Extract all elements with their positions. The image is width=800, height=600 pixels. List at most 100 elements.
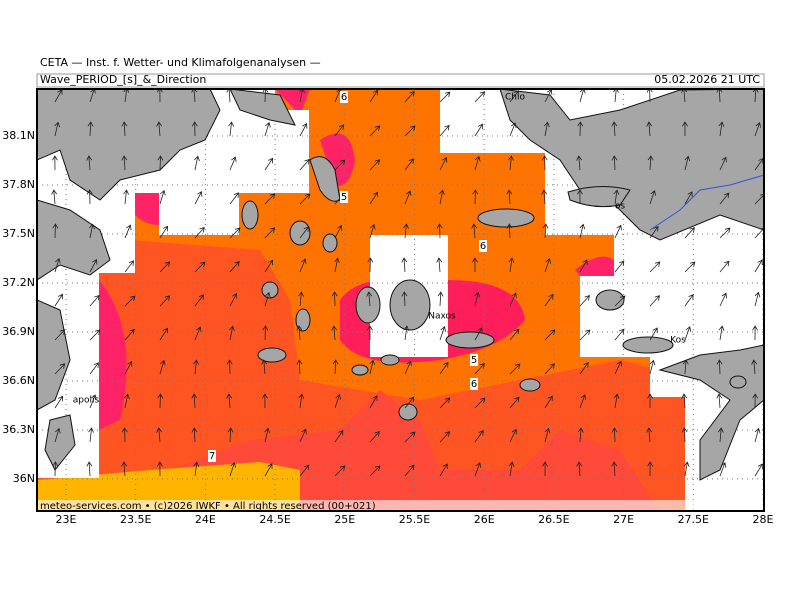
direction-arrow <box>226 89 233 103</box>
direction-arrow <box>439 463 448 477</box>
direction-arrow <box>544 293 554 307</box>
lon-label: 27E <box>613 513 634 526</box>
lon-label: 27.5E <box>678 513 709 526</box>
direction-arrow <box>334 394 341 409</box>
land-attica <box>37 89 221 201</box>
direction-arrow <box>754 122 762 137</box>
direction-arrow <box>194 294 204 307</box>
direction-arrow <box>89 329 101 341</box>
direction-arrow <box>716 393 723 409</box>
period-band <box>575 256 614 276</box>
direction-arrow <box>89 394 97 409</box>
direction-arrow <box>264 463 273 477</box>
island-paros <box>355 286 381 324</box>
direction-arrow <box>649 190 657 205</box>
direction-arrow <box>544 258 551 273</box>
island-ikaria <box>477 208 535 228</box>
direction-arrow <box>752 89 759 103</box>
direction-arrow <box>51 189 58 205</box>
direction-arrow <box>684 191 693 205</box>
direction-arrow <box>296 359 303 375</box>
direction-arrow <box>611 427 618 443</box>
direction-arrow <box>367 257 374 273</box>
direction-arrow <box>159 261 171 273</box>
direction-arrow <box>261 359 268 375</box>
direction-arrow <box>296 325 303 341</box>
direction-arrow <box>577 189 583 205</box>
direction-arrow <box>716 89 723 103</box>
land-peloponnese <box>37 199 111 281</box>
island <box>519 378 541 392</box>
direction-arrow <box>474 91 486 103</box>
direction-arrow <box>229 156 237 171</box>
contour-label: 6 <box>341 92 347 103</box>
direction-arrow <box>439 91 451 103</box>
direction-arrow <box>404 360 412 375</box>
lon-label: 26.5E <box>538 513 569 526</box>
direction-arrow <box>334 224 343 239</box>
direction-arrow <box>264 291 271 307</box>
direction-arrow <box>159 189 166 205</box>
direction-arrow <box>54 257 61 273</box>
direction-arrow <box>194 155 200 171</box>
contour-label-bg <box>470 354 478 366</box>
lon-label: 25.5E <box>399 513 430 526</box>
direction-arrow <box>264 427 271 443</box>
direction-arrow <box>52 223 59 239</box>
direction-arrow <box>89 362 99 375</box>
direction-arrow <box>89 223 95 239</box>
direction-arrow <box>264 121 271 137</box>
direction-arrow <box>719 292 727 307</box>
direction-arrow <box>647 393 653 409</box>
direction-arrow <box>474 397 486 409</box>
direction-arrow <box>157 155 164 171</box>
direction-arrow <box>89 294 100 307</box>
direction-arrow <box>159 327 169 341</box>
direction-arrow <box>649 261 661 273</box>
direction-arrow <box>436 223 443 239</box>
direction-arrow <box>508 155 514 171</box>
island <box>380 354 400 366</box>
direction-arrow <box>299 193 311 205</box>
direction-arrow <box>719 192 730 205</box>
direction-arrow <box>262 89 269 103</box>
direction-arrow <box>332 359 339 375</box>
direction-arrow <box>754 463 763 477</box>
direction-arrow <box>229 260 240 273</box>
direction-arrow <box>577 427 584 443</box>
direction-arrow <box>299 428 307 443</box>
direction-arrow <box>541 189 548 205</box>
direction-arrow <box>299 89 305 103</box>
direction-arrow <box>613 89 619 103</box>
map-date: 05.02.2026 21 UTC <box>654 73 760 86</box>
direction-arrow <box>121 461 128 477</box>
lon-label: 25E <box>334 513 355 526</box>
direction-arrow <box>474 291 481 307</box>
island <box>351 364 369 376</box>
direction-arrow <box>577 121 584 137</box>
direction-arrow <box>121 155 128 171</box>
direction-arrow <box>226 393 233 409</box>
direction-arrow <box>509 90 519 103</box>
direction-arrow <box>298 393 305 409</box>
direction-arrow <box>646 427 653 443</box>
direction-arrow <box>439 124 450 137</box>
direction-arrow <box>509 292 517 307</box>
direction-arrow <box>614 224 622 239</box>
direction-arrow <box>506 223 513 239</box>
direction-arrow <box>124 260 135 273</box>
direction-arrow <box>194 226 205 239</box>
direction-arrow <box>439 397 451 409</box>
direction-arrow <box>54 121 61 137</box>
direction-arrow <box>156 461 163 477</box>
direction-arrow <box>439 361 449 375</box>
direction-arrow <box>369 431 380 443</box>
direction-arrow <box>229 227 241 239</box>
footer: meteo-services.com • (c)2026 IWKF • All … <box>40 501 376 512</box>
direction-arrow <box>544 395 553 409</box>
direction-arrow <box>229 461 236 477</box>
lon-label: 24.5E <box>259 513 290 526</box>
direction-arrow <box>193 461 200 477</box>
island <box>322 233 338 253</box>
